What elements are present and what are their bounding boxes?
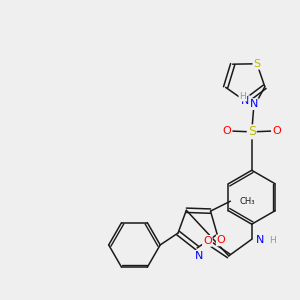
Text: N: N — [256, 235, 265, 245]
Text: S: S — [254, 59, 260, 69]
Text: N: N — [250, 99, 258, 109]
Text: O: O — [223, 126, 232, 136]
Text: CH₃: CH₃ — [239, 197, 255, 206]
Text: O: O — [272, 126, 281, 136]
Text: N: N — [195, 251, 203, 261]
Text: S: S — [248, 125, 256, 138]
Text: H: H — [269, 236, 276, 244]
Text: O: O — [203, 236, 212, 246]
Text: O: O — [217, 236, 226, 245]
Text: N: N — [241, 96, 250, 106]
Text: H: H — [239, 92, 246, 101]
